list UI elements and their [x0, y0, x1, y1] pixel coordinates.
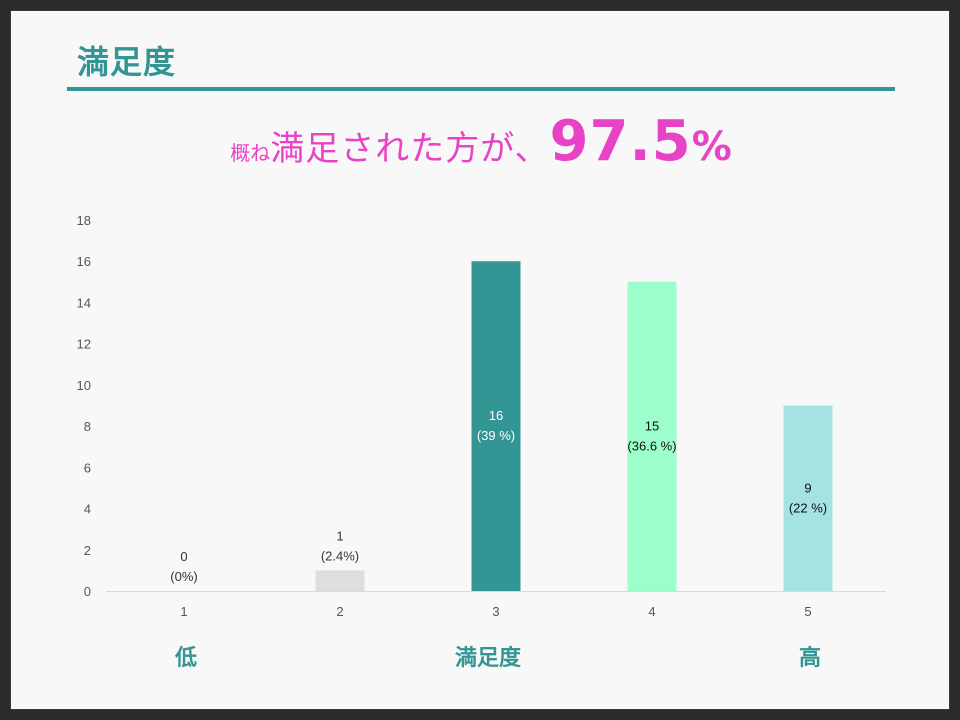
x-tick-label: 1 [180, 604, 187, 619]
data-label-value: 9 [804, 480, 811, 495]
bar-5 [783, 405, 833, 591]
headline-main: 満足された方が、 [270, 129, 550, 169]
y-tick-label: 6 [84, 460, 91, 475]
headline: 概ね満足された方が、97.5% [11, 109, 951, 174]
footer-label-low: 低 [174, 646, 198, 671]
headline-value: 97.5 [549, 109, 692, 174]
bar-4 [627, 281, 677, 591]
headline-prefix: 概ね [230, 141, 271, 165]
y-tick-label: 0 [84, 584, 91, 599]
x-tick-label: 3 [492, 604, 499, 619]
slide: 満足度 概ね満足された方が、97.5% [10, 10, 950, 710]
x-tick-label: 2 [336, 604, 343, 619]
x-tick-label: 4 [648, 604, 655, 619]
data-label-percent: (36.6 %) [627, 438, 676, 453]
data-label-percent: (0%) [170, 569, 197, 584]
data-label-percent: (39 %) [477, 428, 515, 443]
y-tick-label: 4 [84, 502, 91, 517]
bar-2 [315, 570, 365, 591]
x-tick-label: 5 [804, 604, 811, 619]
bar-3 [471, 261, 521, 591]
y-tick-label: 8 [84, 419, 91, 434]
y-tick-label: 10 [77, 378, 91, 393]
data-label-value: 1 [336, 528, 343, 543]
data-label-value: 0 [180, 549, 187, 564]
data-label-percent: (22 %) [789, 500, 827, 515]
data-label-value: 16 [489, 408, 503, 423]
slide-title: 満足度 [77, 43, 177, 81]
y-tick-label: 18 [77, 213, 91, 228]
data-label-percent: (2.4%) [321, 548, 359, 563]
title-divider [67, 87, 895, 91]
y-tick-label: 16 [77, 254, 91, 269]
y-tick-label: 12 [77, 337, 91, 352]
footer-label-high: 高 [798, 646, 822, 671]
data-label-value: 15 [645, 418, 659, 433]
y-tick-label: 2 [84, 543, 91, 558]
y-tick-label: 14 [77, 295, 91, 310]
footer-label-middle: 満足度 [454, 646, 522, 671]
headline-unit: % [691, 124, 732, 170]
